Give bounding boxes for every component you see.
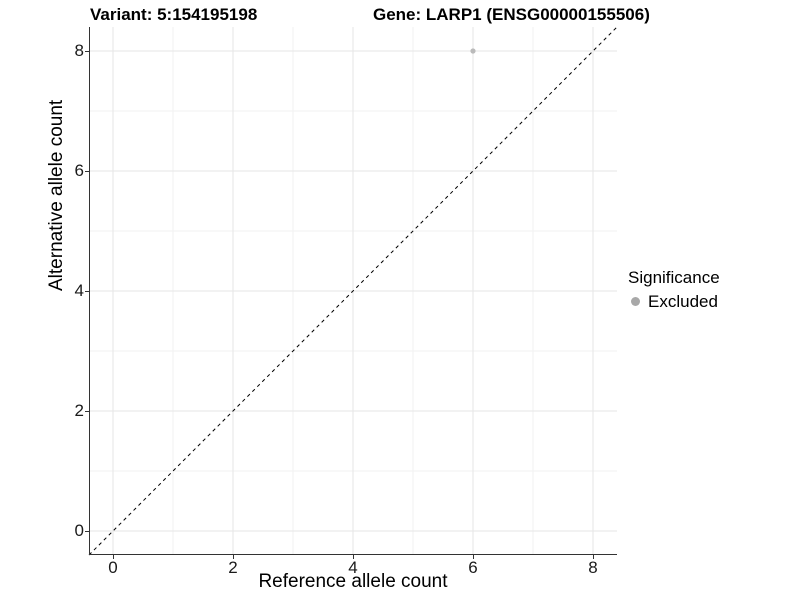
y-tick-mark: [85, 410, 89, 412]
legend-title: Significance: [628, 268, 720, 287]
x-tick-label: 0: [108, 558, 118, 577]
y-tick-mark: [85, 50, 89, 52]
x-tick-label: 2: [228, 558, 238, 577]
legend-entry-label: Excluded: [648, 291, 718, 311]
legend: Significance Excluded: [628, 268, 720, 311]
y-tick-label: 8: [74, 41, 84, 60]
x-axis-title: Reference allele count: [258, 571, 448, 592]
x-tick-mark: [232, 555, 234, 559]
title-gene: Gene: LARP1 (ENSG00000155506): [373, 5, 650, 24]
x-tick-label: 6: [468, 558, 478, 577]
y-tick-label: 6: [74, 161, 84, 180]
legend-entries: Excluded: [628, 292, 720, 311]
plot-panel: 0 2 4 6 8 0 2 4 6 8: [75, 26, 618, 577]
plot-canvas: [88, 26, 618, 556]
title-variant: Variant: 5:154195198: [90, 5, 258, 24]
data-point: [470, 48, 476, 54]
legend-entry: Excluded: [628, 292, 720, 311]
x-tick-mark: [472, 555, 474, 559]
y-tick-label: 0: [74, 521, 84, 540]
x-tick-mark: [592, 555, 594, 559]
y-tick-label: 4: [74, 281, 84, 300]
y-tick-mark: [85, 170, 89, 172]
x-tick-label: 8: [588, 558, 598, 577]
y-tick-mark: [85, 530, 89, 532]
identity-line: [88, 26, 618, 556]
y-tick-label: 2: [74, 401, 84, 420]
x-tick-mark: [112, 555, 114, 559]
y-tick-mark: [85, 290, 89, 292]
x-tick-mark: [352, 555, 354, 559]
legend-key-dot: [631, 297, 640, 306]
x-tick-label: 4: [348, 558, 358, 577]
